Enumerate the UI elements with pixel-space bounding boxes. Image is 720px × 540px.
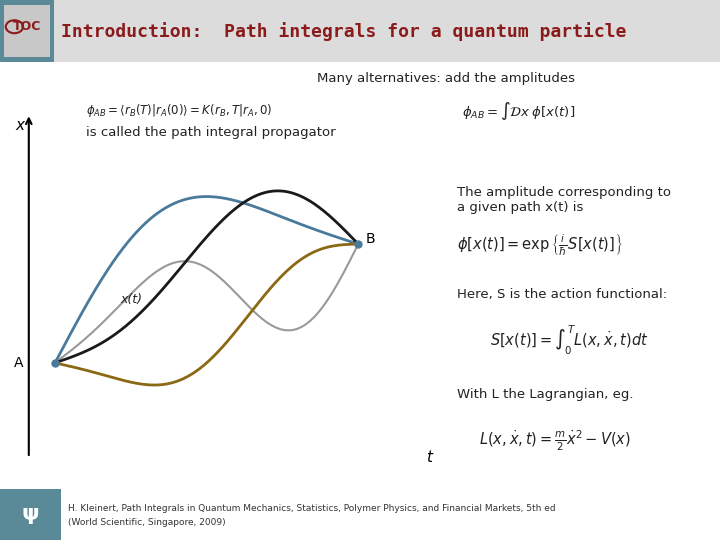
Text: A: A xyxy=(14,356,23,370)
Text: x(t): x(t) xyxy=(120,293,142,306)
Text: TOC: TOC xyxy=(12,20,41,33)
Text: Here, S is the action functional:: Here, S is the action functional: xyxy=(457,288,667,301)
Text: $\phi[x(t)] = \exp\left\{\frac{i}{\hbar}S[x(t)]\right\}$: $\phi[x(t)] = \exp\left\{\frac{i}{\hbar}… xyxy=(457,233,623,258)
Text: x: x xyxy=(16,118,24,133)
FancyBboxPatch shape xyxy=(4,5,50,57)
Text: H. Kleinert, Path Integrals in Quantum Mechanics, Statistics, Polymer Physics, a: H. Kleinert, Path Integrals in Quantum M… xyxy=(68,504,556,513)
Text: Many alternatives: add the amplitudes: Many alternatives: add the amplitudes xyxy=(318,72,575,85)
Text: The amplitude corresponding to
a given path x(t) is: The amplitude corresponding to a given p… xyxy=(457,186,671,214)
Text: B: B xyxy=(366,232,375,246)
FancyBboxPatch shape xyxy=(0,0,54,62)
Text: t: t xyxy=(426,450,432,465)
Text: $\phi_{AB} = \langle r_B(T)|r_A(0)\rangle = K(r_B,T|r_A,0)$: $\phi_{AB} = \langle r_B(T)|r_A(0)\rangl… xyxy=(86,102,273,119)
Text: $L(x,\dot{x},t) = \frac{m}{2}\dot{x}^2 - V(x)$: $L(x,\dot{x},t) = \frac{m}{2}\dot{x}^2 -… xyxy=(479,428,631,453)
Text: With L the Lagrangian, eg.: With L the Lagrangian, eg. xyxy=(457,388,634,401)
Text: Introduction:  Path integrals for a quantum particle: Introduction: Path integrals for a quant… xyxy=(61,22,626,40)
Text: $S[x(t)] = \int_0^T L(x,\dot{x},t)dt$: $S[x(t)] = \int_0^T L(x,\dot{x},t)dt$ xyxy=(490,323,648,357)
Text: ψ: ψ xyxy=(22,504,39,524)
Text: is called the path integral propagator: is called the path integral propagator xyxy=(86,126,336,139)
FancyBboxPatch shape xyxy=(0,489,61,540)
Text: $\phi_{AB} = \int \mathcal{D}x\; \phi[x(t)]$: $\phi_{AB} = \int \mathcal{D}x\; \phi[x(… xyxy=(462,100,575,122)
Text: (World Scientific, Singapore, 2009): (World Scientific, Singapore, 2009) xyxy=(68,518,226,527)
FancyBboxPatch shape xyxy=(0,0,720,62)
